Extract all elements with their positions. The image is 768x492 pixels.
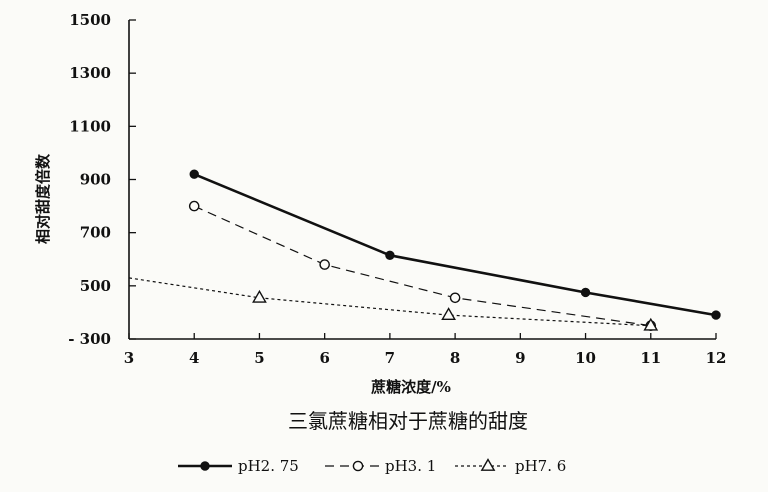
x-tick-label: 6 — [319, 349, 329, 367]
x-tick-label: 7 — [385, 349, 395, 367]
data-point — [385, 250, 395, 260]
series-line-1 — [193, 172, 717, 317]
y-ticks: - 300 500 700 900 1100 1300 1500 — [68, 11, 136, 348]
series-line-2 — [193, 205, 651, 327]
data-point — [580, 287, 591, 298]
legend-label-1: pH2. 75 — [238, 457, 299, 475]
data-point — [188, 200, 200, 212]
legend-label-3: pH7. 6 — [515, 457, 566, 475]
legend: pH2. 75 pH3. 1 pH7. 6 — [178, 457, 566, 475]
data-point — [189, 169, 199, 179]
data-point — [441, 307, 456, 320]
legend-label-2: pH3. 1 — [385, 457, 436, 475]
x-axis-title: 蔗糖浓度/% — [370, 378, 451, 396]
x-tick-label: 8 — [450, 349, 460, 367]
series-layer — [128, 169, 721, 332]
data-point — [711, 310, 721, 320]
plot-area: - 300 500 700 900 1100 1300 1500 3 4 5 6 7 8 9 10 11 12 — [68, 11, 726, 367]
series-line-3 — [128, 277, 651, 327]
x-tick-label: 10 — [575, 349, 596, 367]
y-tick-label: 700 — [80, 224, 111, 242]
y-tick-label: 1300 — [69, 64, 111, 82]
data-point — [319, 259, 330, 270]
y-tick-label: 500 — [80, 277, 111, 295]
y-tick-label: 1100 — [69, 117, 111, 135]
x-tick-label: 12 — [706, 349, 727, 367]
data-point — [643, 317, 659, 331]
chart-title: 三氯蔗糖相对于蔗糖的甜度 — [288, 409, 528, 433]
y-tick-label: 900 — [80, 171, 111, 189]
x-tick-label: 9 — [515, 349, 525, 367]
data-point — [449, 292, 461, 304]
legend-marker-1 — [200, 461, 210, 471]
legend-marker-3 — [480, 458, 496, 471]
legend-marker-2 — [352, 460, 364, 472]
data-point — [252, 289, 267, 303]
x-tick-label: 11 — [640, 349, 661, 367]
y-tick-label: 1500 — [69, 11, 111, 29]
x-tick-label: 5 — [254, 349, 264, 367]
x-tick-label: 4 — [189, 349, 199, 367]
x-tick-label: 3 — [124, 349, 134, 367]
y-axis-title: 相对甜度倍数 — [34, 153, 52, 244]
y-tick-label: - 300 — [68, 330, 111, 348]
x-ticks: 3 4 5 6 7 8 9 10 11 12 — [124, 333, 727, 367]
